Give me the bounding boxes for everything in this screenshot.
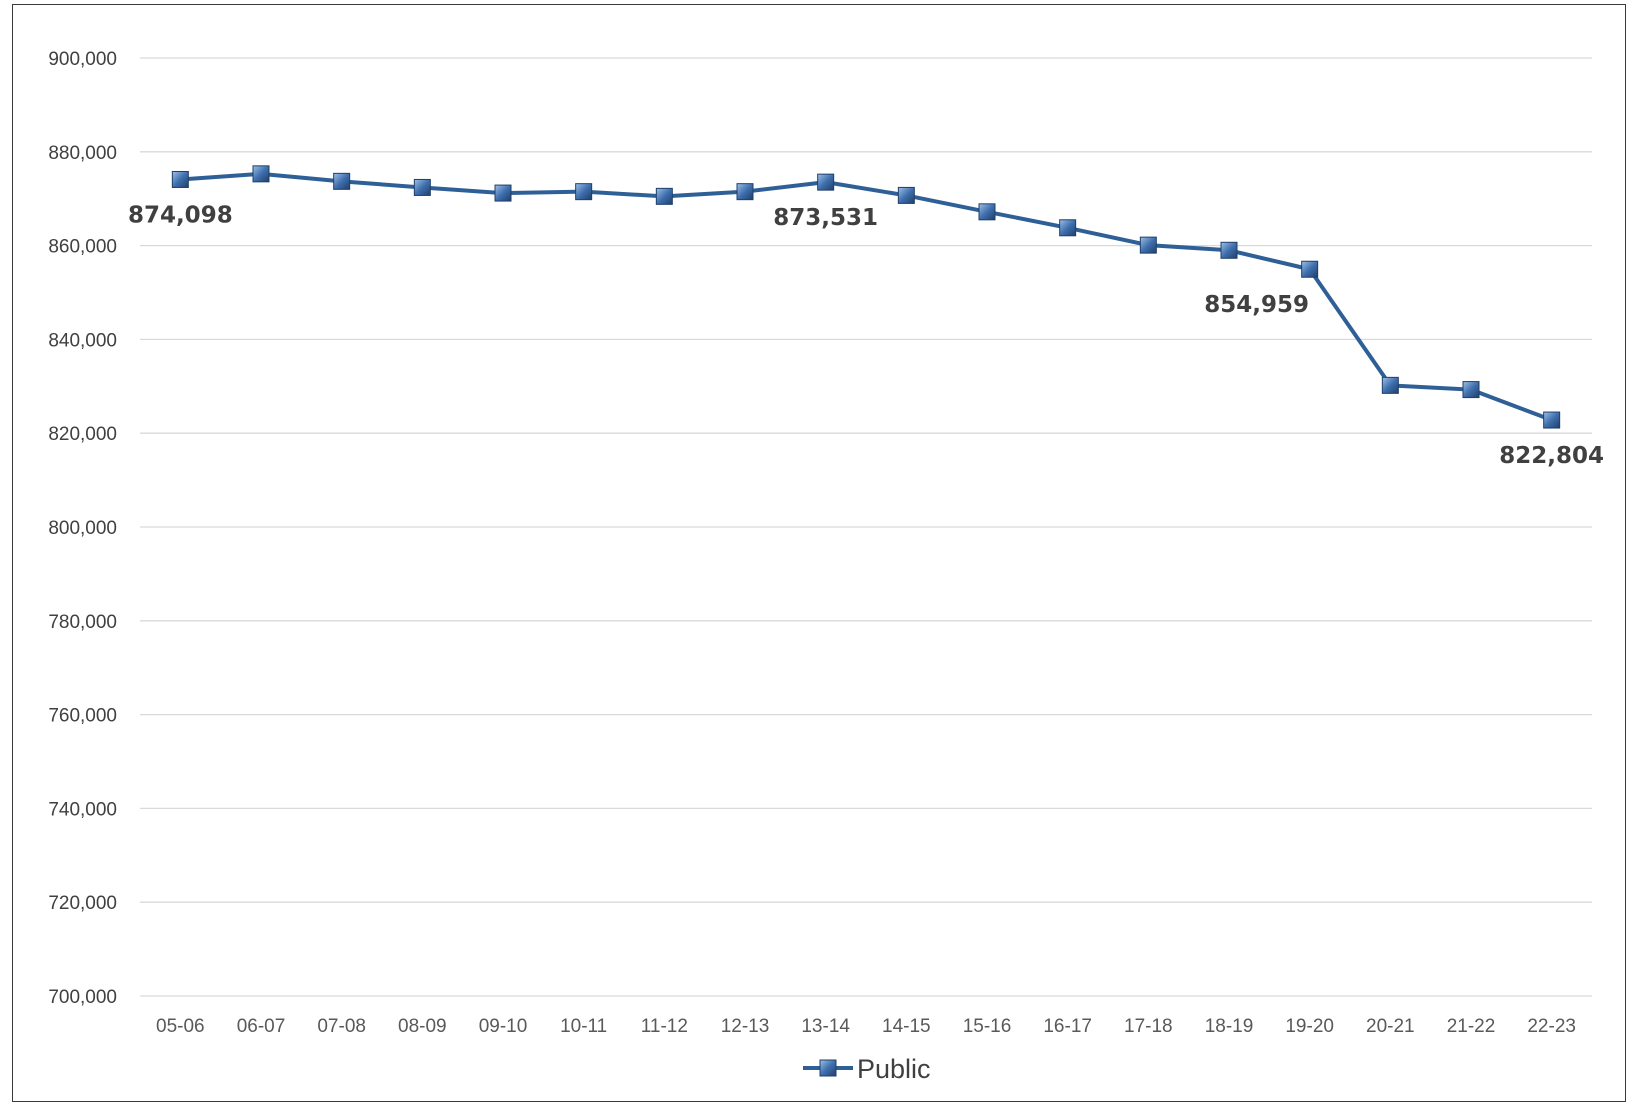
data-point bbox=[172, 171, 188, 187]
data-point bbox=[253, 166, 269, 182]
data-point bbox=[1463, 382, 1479, 398]
x-tick-label: 08-09 bbox=[398, 1016, 447, 1037]
data-point bbox=[334, 173, 350, 189]
x-tick-label: 13-14 bbox=[801, 1016, 850, 1037]
y-tick-label: 740,000 bbox=[48, 799, 117, 820]
legend-marker-public bbox=[820, 1060, 836, 1076]
data-point bbox=[737, 184, 753, 200]
x-tick-label: 11-12 bbox=[641, 1016, 688, 1037]
x-axis: 05-06 06-07 07-08 08-09 09-10 10-11 11-12 12-13… bbox=[156, 1016, 1576, 1037]
data-label: 822,804 bbox=[1499, 443, 1604, 469]
x-tick-label: 17-18 bbox=[1124, 1016, 1173, 1037]
x-tick-label: 10-11 bbox=[560, 1016, 607, 1037]
y-tick-label: 860,000 bbox=[48, 237, 117, 258]
x-tick-label: 20-21 bbox=[1366, 1016, 1415, 1037]
x-tick-label: 15-16 bbox=[963, 1016, 1012, 1037]
x-tick-label: 19-20 bbox=[1285, 1016, 1334, 1037]
data-labels: 874,098 873,531 854,959 822,804 bbox=[128, 202, 1604, 469]
data-label: 873,531 bbox=[773, 205, 878, 231]
y-tick-label: 700,000 bbox=[48, 987, 117, 1008]
data-point bbox=[1060, 220, 1076, 236]
y-tick-label: 800,000 bbox=[48, 518, 117, 539]
data-point bbox=[1382, 377, 1398, 393]
data-point bbox=[576, 184, 592, 200]
x-tick-label: 09-10 bbox=[479, 1016, 528, 1037]
gridlines bbox=[140, 58, 1592, 996]
y-tick-label: 760,000 bbox=[48, 706, 117, 727]
data-point bbox=[1221, 242, 1237, 258]
y-tick-label: 720,000 bbox=[48, 893, 117, 914]
data-point bbox=[1544, 412, 1560, 428]
x-tick-label: 22-23 bbox=[1527, 1016, 1576, 1037]
y-axis: 700,000 720,000 740,000 760,000 780,000 800,0… bbox=[48, 49, 117, 1008]
data-point bbox=[495, 185, 511, 201]
data-point bbox=[898, 187, 914, 203]
y-tick-label: 780,000 bbox=[48, 612, 117, 633]
y-tick-label: 880,000 bbox=[48, 143, 117, 164]
data-point bbox=[1140, 237, 1156, 253]
x-tick-label: 18-19 bbox=[1205, 1016, 1254, 1037]
data-label: 854,959 bbox=[1204, 292, 1309, 318]
data-point bbox=[818, 174, 834, 190]
x-tick-label: 07-08 bbox=[317, 1016, 366, 1037]
data-label: 874,098 bbox=[128, 202, 233, 228]
data-point bbox=[979, 204, 995, 220]
data-point bbox=[1302, 261, 1318, 277]
x-tick-label: 12-13 bbox=[721, 1016, 770, 1037]
x-tick-label: 14-15 bbox=[882, 1016, 931, 1037]
y-tick-label: 840,000 bbox=[48, 330, 117, 351]
legend: Public bbox=[803, 1054, 931, 1084]
y-tick-label: 900,000 bbox=[48, 49, 117, 70]
legend-label-public: Public bbox=[857, 1054, 931, 1084]
data-point bbox=[414, 179, 430, 195]
x-tick-label: 16-17 bbox=[1043, 1016, 1092, 1037]
x-tick-label: 21-22 bbox=[1447, 1016, 1496, 1037]
x-tick-label: 05-06 bbox=[156, 1016, 205, 1037]
data-point bbox=[656, 188, 672, 204]
x-tick-label: 06-07 bbox=[237, 1016, 286, 1037]
y-tick-label: 820,000 bbox=[48, 424, 117, 445]
